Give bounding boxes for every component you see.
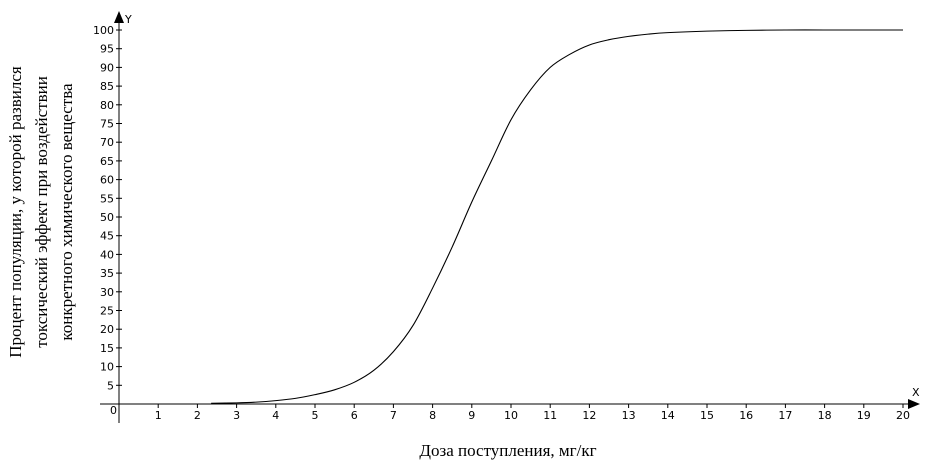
y-axis-name: Y	[124, 13, 132, 26]
axes: X Y 0	[100, 11, 920, 423]
y-tick-label: 10	[100, 361, 114, 374]
x-tick-label: 13	[622, 409, 636, 422]
x-tick-label: 3	[233, 409, 240, 422]
y-axis-title-line-2: токсический эффект при воздействии	[32, 76, 51, 348]
x-tick-label: 15	[700, 409, 714, 422]
y-tick-label: 5	[107, 379, 114, 392]
x-tick-label: 19	[857, 409, 871, 422]
y-tick-label: 65	[100, 155, 114, 168]
y-tick-label: 100	[93, 24, 114, 37]
x-tick-label: 2	[194, 409, 201, 422]
x-tick-label: 5	[312, 409, 319, 422]
y-tick-label: 90	[100, 61, 114, 74]
y-tick-label: 60	[100, 174, 114, 187]
x-axis-name: X	[912, 386, 920, 399]
x-tick-label: 12	[582, 409, 596, 422]
y-tick-label: 35	[100, 267, 114, 280]
y-tick-label: 20	[100, 323, 114, 336]
x-tick-label: 14	[661, 409, 675, 422]
plot-area	[211, 29, 903, 404]
y-axis-title: Процент популяции, у которой развился то…	[6, 66, 76, 358]
y-axis-title-line-3: конкретного химического вещества	[57, 83, 76, 341]
x-tick-label: 10	[504, 409, 518, 422]
x-tick-label: 8	[429, 409, 436, 422]
x-tick-label: 18	[818, 409, 832, 422]
x-tick-label: 17	[778, 409, 792, 422]
y-tick-label: 70	[100, 136, 114, 149]
y-tick-label: 95	[100, 43, 114, 56]
x-tick-label: 7	[390, 409, 397, 422]
y-tick-label: 85	[100, 80, 114, 93]
x-tick-label: 1	[155, 409, 162, 422]
y-tick-label: 80	[100, 99, 114, 112]
y-axis-title-line-1: Процент популяции, у которой развился	[6, 66, 25, 358]
x-tick-label: 9	[468, 409, 475, 422]
y-tick-label: 25	[100, 305, 114, 318]
y-tick-label: 75	[100, 118, 114, 131]
y-tick-label: 30	[100, 286, 114, 299]
y-tick-label: 50	[100, 211, 114, 224]
series-line-0	[211, 29, 903, 404]
x-axis-arrow-icon	[908, 399, 920, 409]
x-tick-label: 6	[351, 409, 358, 422]
x-tick-label: 20	[896, 409, 910, 422]
x-tick-label: 16	[739, 409, 753, 422]
y-tick-label: 15	[100, 342, 114, 355]
x-axis-title: Доза поступления, мг/кг	[419, 441, 596, 460]
x-tick-label: 4	[272, 409, 279, 422]
y-tick-label: 40	[100, 248, 114, 261]
y-tick-label: 55	[100, 192, 114, 205]
y-axis-arrow-icon	[114, 11, 124, 23]
origin-label: 0	[110, 404, 117, 417]
x-ticks: 1 2 3 4 5 6 7 8 9 10 11 12 13 14 15 16 17 18 19 20	[155, 404, 910, 422]
y-tick-label: 45	[100, 230, 114, 243]
x-tick-label: 11	[543, 409, 557, 422]
y-ticks: 5 10 15 20 25 30 35 40 45 50 55 60 65 70 75 80 85 90 95 100	[93, 24, 122, 392]
